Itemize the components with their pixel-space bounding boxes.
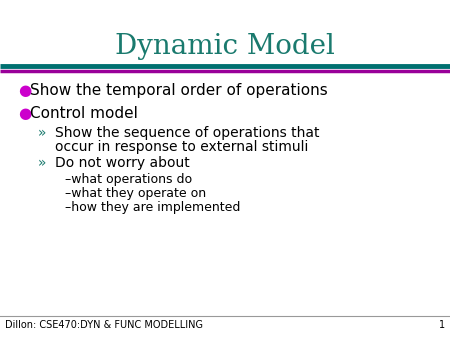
Text: –how they are implemented: –how they are implemented <box>65 201 240 214</box>
Text: Dillon: CSE470:DYN & FUNC MODELLING: Dillon: CSE470:DYN & FUNC MODELLING <box>5 320 203 330</box>
Text: »: » <box>38 156 46 170</box>
Text: Dynamic Model: Dynamic Model <box>115 33 335 60</box>
Text: 1: 1 <box>439 320 445 330</box>
Text: Control model: Control model <box>30 106 138 121</box>
Text: –what operations do: –what operations do <box>65 173 192 186</box>
Text: Show the sequence of operations that: Show the sequence of operations that <box>55 126 319 140</box>
Text: ●: ● <box>18 83 31 98</box>
Text: occur in response to external stimuli: occur in response to external stimuli <box>55 140 308 154</box>
Text: ●: ● <box>18 106 31 121</box>
Text: »: » <box>38 126 46 140</box>
Text: Do not worry about: Do not worry about <box>55 156 190 170</box>
Text: Show the temporal order of operations: Show the temporal order of operations <box>30 83 328 98</box>
Text: –what they operate on: –what they operate on <box>65 187 206 200</box>
